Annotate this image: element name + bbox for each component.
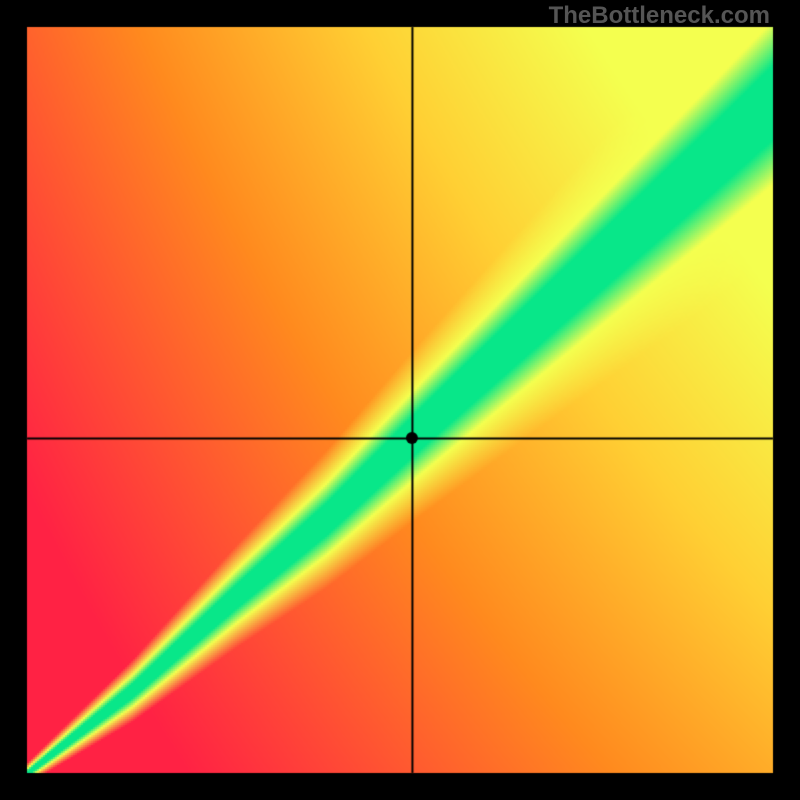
chart-container: TheBottleneck.com [0, 0, 800, 800]
crosshair-overlay [0, 0, 800, 800]
watermark-text: TheBottleneck.com [549, 2, 770, 30]
